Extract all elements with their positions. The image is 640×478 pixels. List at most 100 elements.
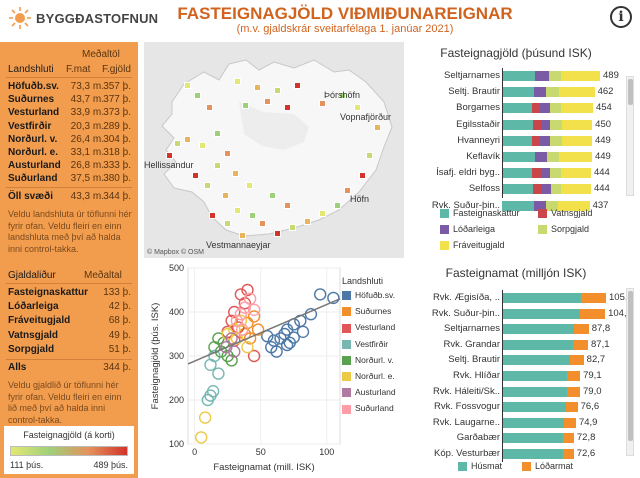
bar-segment[interactable] (549, 71, 562, 81)
bar-segment[interactable] (532, 135, 541, 146)
bar-segment[interactable] (559, 152, 592, 162)
map-marker[interactable] (274, 87, 281, 94)
bar-segment[interactable] (502, 402, 566, 413)
map-marker[interactable] (199, 142, 206, 149)
scatter-point[interactable] (243, 332, 257, 345)
scatter-point[interactable] (198, 411, 212, 424)
legend-item[interactable]: Sorpgjald (538, 224, 589, 235)
legend-item[interactable]: Fasteignaskattur (440, 208, 520, 219)
fee-row[interactable]: Fasteignaskattur 133 þ. (0, 287, 138, 300)
scatter-point[interactable] (238, 301, 252, 314)
bar-segment[interactable] (550, 103, 562, 114)
scatter-point[interactable] (225, 332, 238, 345)
scatter-point[interactable] (241, 283, 254, 297)
map-marker[interactable] (214, 162, 221, 169)
map-marker[interactable] (366, 152, 373, 159)
map-marker[interactable] (264, 98, 271, 105)
bar-segment[interactable] (542, 119, 551, 130)
map-marker[interactable] (234, 207, 241, 214)
map-marker[interactable] (284, 104, 291, 111)
scatter-point[interactable] (241, 340, 254, 354)
bar-segment[interactable] (502, 119, 534, 130)
bar-segment[interactable] (502, 449, 563, 459)
map-marker[interactable] (274, 230, 281, 237)
bar-row[interactable]: Hvanneyri 449 (410, 135, 630, 147)
bar-row[interactable]: Rvk. Suður-þin.. 104,4 (410, 308, 632, 320)
bar-row[interactable]: Selfoss 444 (410, 183, 630, 195)
map-marker[interactable] (194, 92, 201, 99)
scatter-point[interactable] (243, 292, 257, 305)
bar-segment[interactable] (546, 87, 560, 98)
scatter-legend-item[interactable]: Höfuðb.sv. (342, 290, 395, 301)
scatter-point[interactable] (225, 314, 238, 327)
region-row[interactable]: Austurland 26,8 m. 333 þ. (0, 160, 138, 173)
scatter-legend-item[interactable]: Vestfirðir (342, 339, 388, 349)
scatter-point[interactable] (251, 323, 265, 336)
bar-row[interactable]: Ísafj. eldri byg.. 444 (410, 167, 630, 179)
bar-segment[interactable] (562, 449, 574, 459)
scatter-point[interactable] (212, 367, 225, 380)
map-marker[interactable] (222, 192, 229, 199)
scatter-point[interactable] (234, 308, 248, 321)
map-marker[interactable] (174, 140, 181, 147)
map-marker[interactable] (214, 130, 221, 137)
map-marker[interactable] (269, 192, 276, 199)
fee-row-total[interactable]: Alls 344 þ. (0, 362, 138, 375)
info-icon[interactable]: i (610, 6, 632, 28)
bar-segment[interactable] (581, 293, 606, 303)
bar-segment[interactable] (502, 324, 574, 335)
map-marker[interactable] (344, 187, 351, 194)
bar-segment[interactable] (502, 103, 533, 114)
map-marker[interactable] (234, 78, 241, 85)
scatter-legend-item[interactable]: Austurland (342, 387, 396, 398)
scatter-point[interactable] (287, 331, 300, 344)
bar-segment[interactable] (573, 339, 589, 350)
bar-row[interactable]: Seltj. Brautir 82,7 (410, 354, 630, 366)
legend-item[interactable]: Lóðarleiga (440, 224, 495, 235)
bar-segment[interactable] (558, 200, 590, 211)
map-marker[interactable] (319, 100, 326, 107)
bar-segment[interactable] (562, 119, 593, 130)
map-marker[interactable] (359, 172, 366, 179)
bar-segment[interactable] (569, 355, 584, 366)
legend-item[interactable]: Lóðarmat (522, 461, 573, 472)
map-marker[interactable] (206, 104, 213, 111)
map-marker[interactable] (166, 152, 173, 159)
bar-segment[interactable] (502, 371, 568, 381)
map-marker[interactable] (249, 212, 256, 219)
map-marker[interactable] (224, 150, 231, 157)
scatter-point[interactable] (230, 314, 244, 327)
bar-row[interactable]: Garðabær 72,8 (410, 432, 630, 444)
bar-segment[interactable] (561, 71, 600, 81)
bar-segment[interactable] (547, 152, 560, 162)
legend-item[interactable]: Fráveitugjald (440, 240, 505, 251)
region-row[interactable]: Vesturland 33,9 m. 373 þ. (0, 107, 138, 120)
bar-segment[interactable] (550, 168, 562, 179)
bar-row[interactable]: Rvk. Ægisíða, .. 105,3 (410, 292, 633, 304)
scatter-point[interactable] (195, 431, 208, 444)
bar-row[interactable]: Borgarnes 454 (410, 102, 630, 114)
bar-segment[interactable] (534, 87, 547, 98)
bar-row[interactable]: Rvk. Laugarne.. 74,9 (410, 417, 630, 429)
map-marker[interactable] (184, 82, 191, 89)
map-marker[interactable] (334, 202, 341, 209)
scatter-point[interactable] (280, 338, 294, 352)
bar-segment[interactable] (565, 402, 578, 413)
map-marker[interactable] (192, 172, 199, 179)
valuation-scrollbar[interactable] (626, 288, 634, 456)
bar-segment[interactable] (502, 71, 536, 81)
bar-segment[interactable] (561, 168, 591, 179)
map-marker[interactable] (374, 124, 381, 131)
scatter-panel[interactable]: 100 200 300 400 500 0 50 100 Fasteignamat (mill.… (144, 262, 404, 478)
bar-row[interactable]: Kóp. Vesturbær 72,6 (410, 448, 630, 460)
bar-segment[interactable] (533, 184, 542, 195)
bar-segment[interactable] (502, 308, 581, 319)
map-marker[interactable] (284, 202, 291, 209)
map-marker[interactable] (209, 212, 216, 219)
bar-segment[interactable] (541, 168, 551, 179)
bar-segment[interactable] (561, 103, 593, 114)
bar-segment[interactable] (561, 184, 591, 195)
bar-row[interactable]: Egilsstaðir 450 (410, 119, 630, 131)
scatter-point[interactable] (296, 325, 310, 339)
map-marker[interactable] (204, 182, 211, 189)
